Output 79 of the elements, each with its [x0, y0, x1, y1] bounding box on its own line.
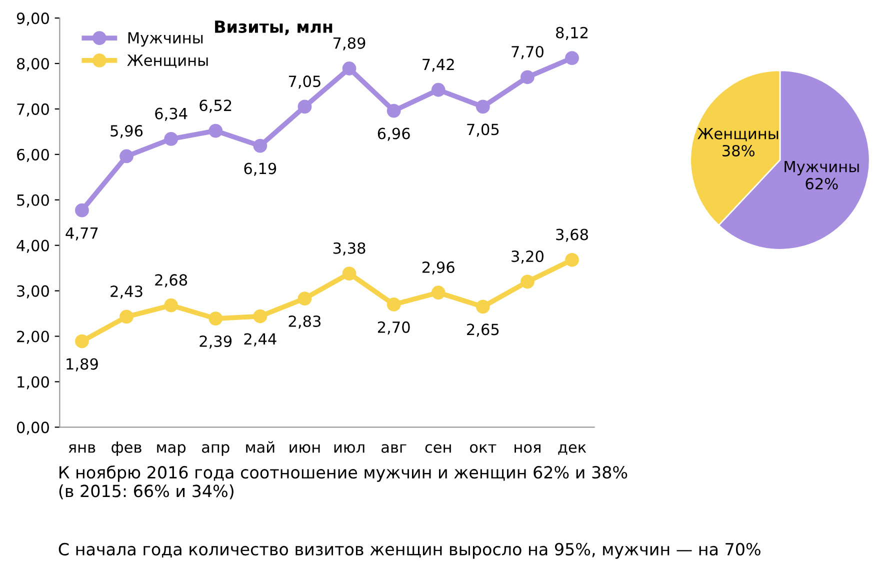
data-label: 7,42	[422, 58, 454, 72]
x-tick-label: окт	[470, 444, 496, 453]
data-label: 3,68	[556, 228, 588, 242]
y-tick-label: 6,00	[17, 148, 49, 162]
point	[476, 100, 490, 114]
point	[342, 62, 356, 76]
data-label: 1,89	[66, 358, 98, 372]
point	[565, 51, 579, 65]
data-label: 7,05	[467, 124, 499, 137]
y-tick-label: 9,00	[16, 12, 49, 26]
data-label: 7,89	[334, 37, 366, 50]
data-label: 6,34	[155, 108, 188, 121]
y-tick-label: 8,00	[16, 58, 49, 72]
point	[120, 310, 134, 324]
data-label: 2,65	[467, 324, 499, 337]
point	[431, 82, 446, 97]
point	[298, 100, 312, 114]
point	[253, 309, 268, 324]
y-tick-label: 3,00	[17, 285, 49, 298]
data-label: 7,70	[512, 46, 544, 60]
text: К ноябрю 2016 года соотношение мужчин и женщин 62% и 38% (в 2015: 66% и 34%)	[59, 465, 628, 500]
point	[386, 298, 401, 312]
x-tick-label: янв	[68, 444, 96, 453]
x-tick-label: июл	[334, 444, 364, 453]
legend-label: Женщины	[127, 54, 208, 68]
data-label: 2,96	[422, 261, 454, 275]
y-tick-label: 7,00	[17, 103, 49, 117]
x-tick-label: сен	[425, 444, 451, 453]
x-tick-label: фев	[112, 442, 142, 456]
point	[298, 292, 312, 306]
point	[565, 252, 579, 267]
data-label: 2,39	[200, 335, 232, 349]
legend-label: Мужчины	[128, 32, 203, 47]
data-label: 2,70	[378, 321, 410, 334]
point	[431, 286, 446, 300]
point	[75, 203, 89, 218]
data-label: 7,05	[288, 76, 320, 89]
y-tick-label: 0,00	[16, 422, 49, 435]
point	[75, 334, 89, 348]
point	[342, 266, 356, 280]
y-tick-label: 1,00	[18, 376, 49, 390]
point	[253, 138, 268, 153]
slice-label: Мужчины	[784, 161, 859, 176]
x-tick-label: апр	[202, 444, 230, 456]
point	[520, 274, 534, 289]
data-label: 2,68	[155, 274, 188, 288]
data-label: 5,96	[110, 125, 143, 138]
data-label: 6,52	[200, 100, 232, 113]
point	[520, 70, 534, 84]
x-tick-label: май	[246, 441, 274, 453]
x-tick-label: июн	[290, 444, 320, 453]
point	[208, 312, 223, 326]
point	[120, 149, 134, 164]
chart-title: Визиты, млн	[215, 20, 332, 36]
x-tick-label: дек	[558, 444, 586, 455]
y-tick-label: 2,00	[17, 330, 49, 344]
data-label: 6,19	[244, 162, 276, 176]
data-label: 3,38	[333, 242, 366, 256]
x-tick-label: авг	[382, 444, 406, 453]
data-label: 62%	[806, 178, 838, 190]
point	[476, 300, 490, 314]
data-label: 2,83	[288, 315, 321, 329]
point	[164, 132, 178, 146]
text: С начала года количество визитов женщин выросло на 95%, мужчин — на 70%	[58, 542, 760, 559]
slice-label: Женщины	[698, 128, 778, 142]
x-tick-label: мар	[157, 444, 186, 456]
data-label: 2,44	[244, 333, 276, 346]
point	[386, 104, 401, 118]
data-label: 8,12	[556, 26, 588, 40]
point	[164, 298, 178, 312]
data-label: 6,96	[378, 128, 410, 141]
data-label: 4,77	[66, 227, 98, 240]
data-label: 3,20	[512, 250, 544, 264]
data-label: 38%	[722, 144, 754, 156]
y-tick-label: 5,00	[17, 194, 49, 208]
y-tick-label: 4,00	[16, 240, 49, 253]
x-tick-label: ноя	[514, 444, 540, 453]
data-label: 2,43	[110, 286, 142, 299]
point	[208, 124, 223, 138]
